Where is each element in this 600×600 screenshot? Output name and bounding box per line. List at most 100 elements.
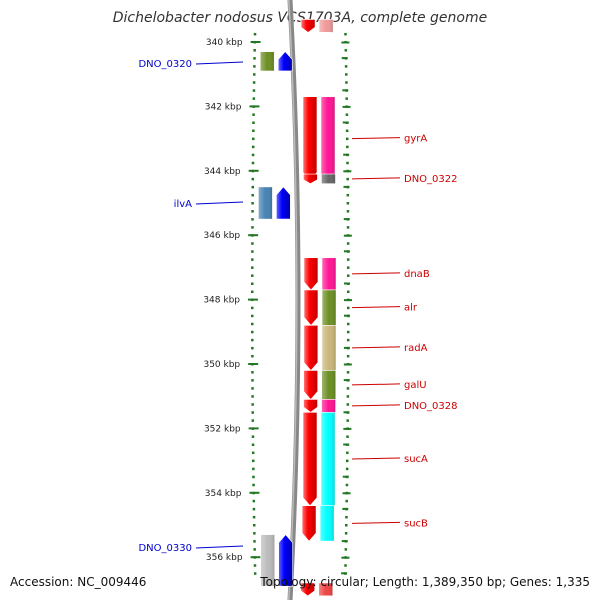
minor-tick [251,330,254,334]
minor-tick [251,314,254,318]
tick-label: 348 kbp [203,296,240,306]
gene-arrow-forward [303,257,319,291]
gene-cog-sheen [321,412,336,506]
gene-label[interactable]: gyrA [404,134,427,145]
gene-label[interactable]: DNO_0320 [138,59,192,70]
minor-tick [253,32,257,36]
gene-cog-sheen [318,582,333,596]
gene-label-leader [351,383,401,386]
gene-cog-sheen [258,186,273,220]
minor-tick [346,451,349,455]
gene-label-leader [195,61,244,65]
minor-tick [252,129,255,133]
minor-tick [251,354,254,358]
minor-tick [251,395,254,398]
minor-tick [344,49,348,52]
minor-tick [252,121,255,124]
minor-tick [345,459,349,463]
minor-tick [251,161,255,165]
minor-tick [346,242,350,245]
minor-tick [253,540,256,543]
tick-label: 356 kbp [206,553,243,563]
minor-tick [346,306,350,310]
gene-label[interactable]: sucA [404,454,428,465]
minor-tick [253,548,256,551]
minor-tick [251,210,254,213]
tick-label: 344 kbp [204,167,241,177]
minor-tick [346,145,349,149]
gene-arrow-forward [303,173,318,185]
gene-arrow-forward [302,411,318,507]
gene-arrow-forward [300,582,316,597]
gene-arrow-reverse [277,51,293,72]
minor-tick [252,137,255,141]
minor-tick [251,226,254,229]
minor-tick [251,266,254,269]
tick-label: 352 kbp [204,424,241,434]
gene-label[interactable]: alr [404,303,418,314]
minor-tick [346,193,350,197]
minor-tick [251,290,254,294]
tick-label: 350 kbp [203,360,240,370]
minor-tick [252,81,256,84]
gene-label-leader [195,545,244,549]
gene-cog-sheen [321,325,336,371]
minor-tick [346,419,349,422]
gene-label[interactable]: DNO_0330 [138,543,192,554]
gene-cog-sheen [320,505,335,542]
minor-tick [251,338,254,342]
tick-label: 346 kbp [203,231,240,241]
minor-tick [252,475,255,479]
gene-label[interactable]: galU [404,380,427,391]
minor-tick [251,242,254,245]
minor-tick [345,81,348,84]
minor-tick [346,290,350,294]
minor-tick [251,379,254,382]
gene-label[interactable]: dnaB [404,269,430,280]
minor-tick [252,483,255,487]
minor-tick [346,354,350,358]
gene-label[interactable]: DNO_0328 [404,401,458,412]
minor-tick [345,483,349,487]
minor-tick [345,97,348,100]
gene-arrow-forward [300,19,316,33]
minor-tick [251,403,254,406]
topology-text: Topology: circular; Length: 1,389,350 bp… [260,575,590,589]
gene-label-leader [351,137,401,140]
minor-tick [345,137,349,141]
minor-tick [251,443,255,446]
minor-tick [252,97,256,100]
minor-tick [253,65,256,68]
minor-tick [251,193,254,197]
minor-tick [345,129,349,133]
minor-tick [253,49,256,52]
minor-tick [251,202,254,205]
minor-tick [252,73,256,76]
gene-label-leader [351,457,401,460]
minor-tick [345,524,348,527]
gene-arrow-reverse [276,186,291,220]
tick-label: 342 kbp [205,102,242,112]
gene-cog-sheen [321,289,336,326]
minor-tick [252,515,256,519]
gene-label[interactable]: sucB [404,518,428,529]
minor-tick [346,322,350,326]
gene-cog-sheen [321,174,336,184]
gene-arrow-forward [303,325,319,371]
gene-label[interactable]: DNO_0322 [404,174,458,185]
gene-label-leader [195,201,244,205]
minor-tick [346,210,350,213]
gene-label[interactable]: radA [404,343,428,354]
minor-tick [344,65,348,68]
minor-tick [346,371,350,374]
genome-backbone [287,0,301,600]
minor-tick [251,419,255,422]
minor-tick [252,507,256,511]
minor-tick [345,73,348,76]
genome-backbone-highlight [288,0,298,600]
gene-arrow-forward [303,370,319,400]
minor-tick [253,572,257,575]
gene-arrow-reverse [278,534,293,587]
minor-tick [251,322,254,326]
gene-label[interactable]: ilvA [174,199,192,210]
